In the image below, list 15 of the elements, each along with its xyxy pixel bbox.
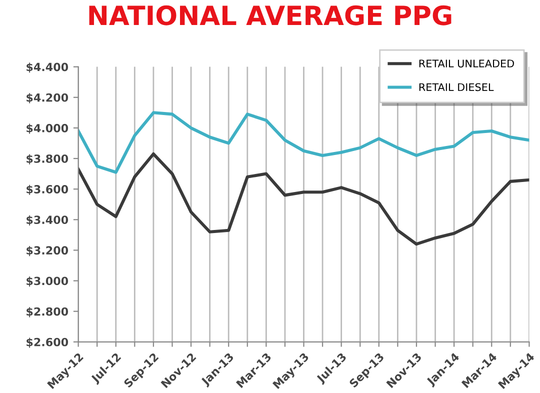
line-series bbox=[78, 111, 530, 174]
y-tick-label: $3.000 bbox=[26, 276, 68, 287]
y-tick-label: $4.000 bbox=[26, 124, 68, 134]
y-tick-label: $4.400 bbox=[26, 62, 68, 73]
y-tick-label: $2.600 bbox=[26, 338, 68, 348]
y-tick-label: $3.200 bbox=[26, 246, 68, 256]
legend-label: RETAIL UNLEADED bbox=[419, 60, 514, 68]
line-series bbox=[78, 152, 530, 246]
y-tick-label: $3.600 bbox=[26, 184, 68, 195]
chart-title: NATIONAL AVERAGE PPG bbox=[89, 5, 452, 26]
y-tick-label: $2.800 bbox=[26, 307, 68, 318]
y-tick-label: $3.800 bbox=[26, 154, 68, 164]
y-tick-label: $4.200 bbox=[26, 93, 68, 104]
y-tick-label: $3.400 bbox=[26, 215, 68, 226]
legend-label: RETAIL DIESEL bbox=[419, 83, 494, 92]
